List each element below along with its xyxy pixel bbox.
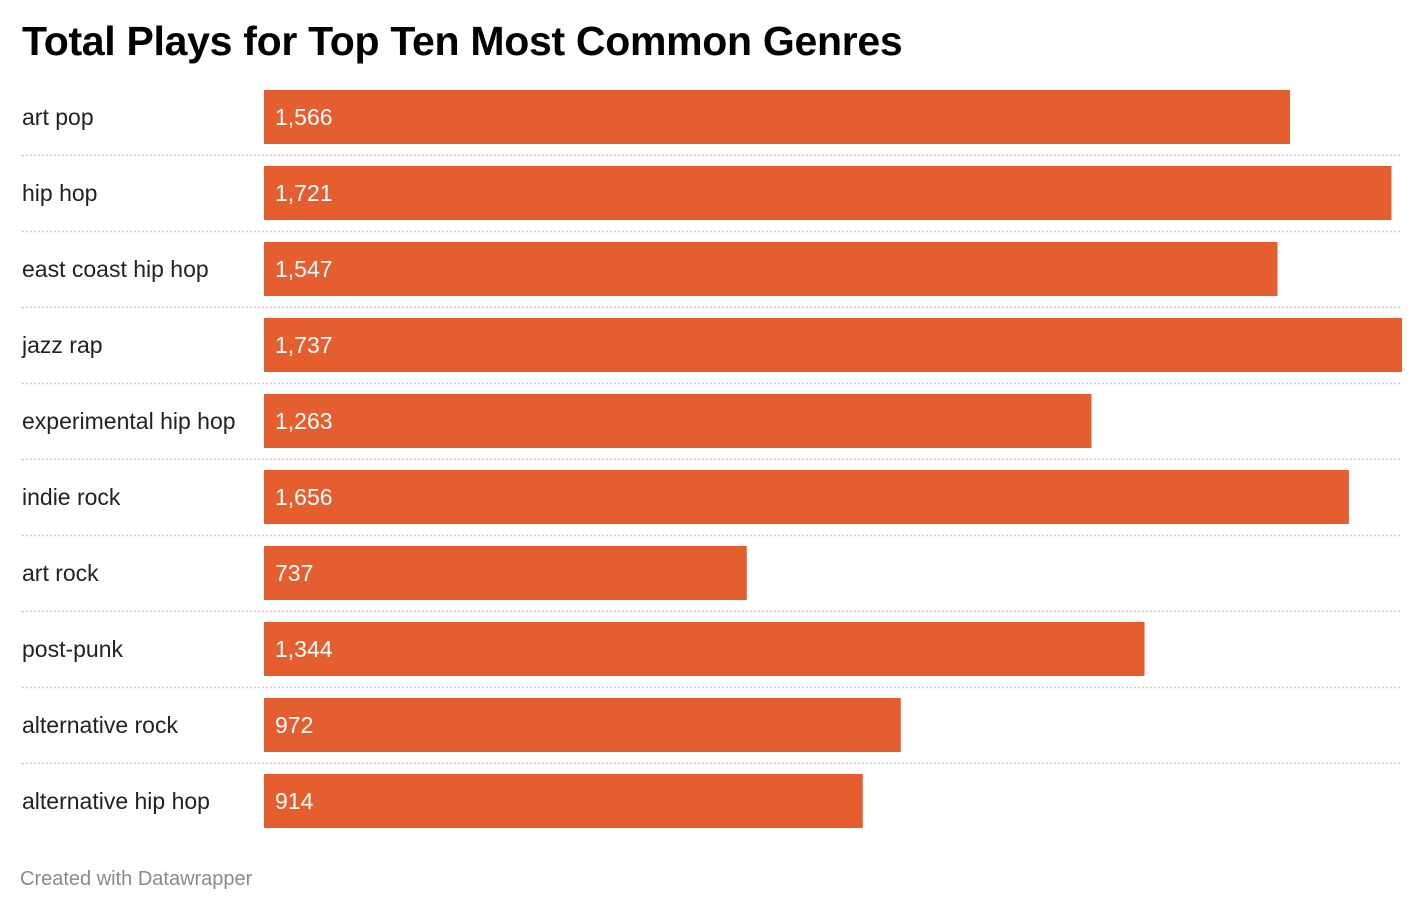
value-label: 1,547: [275, 256, 333, 282]
value-label: 1,566: [275, 104, 333, 130]
value-label: 1,737: [275, 332, 333, 358]
bar-row: east coast hip hop 1,547: [22, 242, 1402, 309]
bar-row: experimental hip hop 1,263: [22, 394, 1402, 461]
value-label: 1,721: [275, 180, 333, 206]
category-label: post-punk: [22, 636, 124, 662]
value-label: 737: [275, 560, 313, 586]
value-label: 972: [275, 712, 313, 738]
category-label: jazz rap: [21, 332, 103, 358]
bar-row: post-punk 1,344: [22, 622, 1402, 689]
bar: [264, 622, 1145, 676]
value-label: 1,656: [275, 484, 333, 510]
category-label: hip hop: [22, 180, 97, 206]
value-label: 1,263: [275, 408, 333, 434]
category-label: alternative rock: [22, 712, 178, 738]
value-label: 914: [275, 788, 314, 814]
bar: [264, 698, 901, 752]
bar: [264, 774, 863, 828]
category-label: art pop: [22, 104, 94, 130]
bar-row: hip hop 1,721: [22, 166, 1402, 233]
bar-row: jazz rap 1,737: [21, 318, 1402, 385]
bar-row: art rock 737: [22, 546, 1402, 613]
bar: [264, 90, 1290, 144]
bar-row: alternative hip hop 914: [22, 774, 863, 828]
bar-row: indie rock 1,656: [22, 470, 1402, 537]
category-label: east coast hip hop: [22, 256, 209, 282]
bar-row: art pop 1,566: [22, 90, 1402, 157]
bar: [264, 242, 1278, 296]
category-label: experimental hip hop: [22, 408, 236, 434]
bar: [264, 394, 1092, 448]
chart-title: Total Plays for Top Ten Most Common Genr…: [22, 18, 903, 64]
category-label: art rock: [22, 560, 99, 586]
category-label: indie rock: [22, 484, 121, 510]
bar: [264, 470, 1349, 524]
bar: [264, 546, 747, 600]
category-label: alternative hip hop: [22, 788, 210, 814]
value-label: 1,344: [275, 636, 333, 662]
bar-row: alternative rock 972: [22, 698, 1402, 765]
bar: [264, 318, 1402, 372]
datawrapper-credit: Created with Datawrapper: [20, 868, 253, 890]
bar: [264, 166, 1392, 220]
